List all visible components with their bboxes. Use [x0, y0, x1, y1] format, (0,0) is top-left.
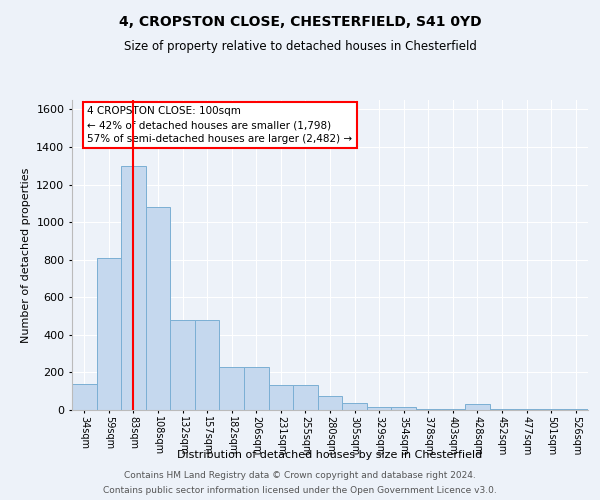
- Bar: [342, 403, 367, 410]
- Bar: [391, 406, 416, 410]
- Bar: [563, 409, 588, 410]
- Bar: [293, 384, 318, 410]
- Bar: [72, 384, 97, 410]
- Bar: [440, 409, 465, 410]
- Bar: [97, 258, 121, 410]
- Bar: [146, 207, 170, 410]
- Bar: [367, 406, 391, 410]
- Text: 4 CROPSTON CLOSE: 100sqm
← 42% of detached houses are smaller (1,798)
57% of sem: 4 CROPSTON CLOSE: 100sqm ← 42% of detach…: [88, 106, 353, 144]
- Y-axis label: Number of detached properties: Number of detached properties: [20, 168, 31, 342]
- Bar: [416, 409, 440, 410]
- Bar: [465, 404, 490, 410]
- Bar: [121, 166, 146, 410]
- Bar: [244, 367, 269, 410]
- Text: Contains public sector information licensed under the Open Government Licence v3: Contains public sector information licen…: [103, 486, 497, 495]
- Text: Distribution of detached houses by size in Chesterfield: Distribution of detached houses by size …: [178, 450, 482, 460]
- Bar: [269, 384, 293, 410]
- Bar: [514, 409, 539, 410]
- Bar: [539, 409, 563, 410]
- Text: 4, CROPSTON CLOSE, CHESTERFIELD, S41 0YD: 4, CROPSTON CLOSE, CHESTERFIELD, S41 0YD: [119, 15, 481, 29]
- Text: Size of property relative to detached houses in Chesterfield: Size of property relative to detached ho…: [124, 40, 476, 53]
- Bar: [318, 396, 342, 410]
- Bar: [220, 367, 244, 410]
- Text: Contains HM Land Registry data © Crown copyright and database right 2024.: Contains HM Land Registry data © Crown c…: [124, 471, 476, 480]
- Bar: [490, 409, 514, 410]
- Bar: [195, 320, 220, 410]
- Bar: [170, 320, 195, 410]
